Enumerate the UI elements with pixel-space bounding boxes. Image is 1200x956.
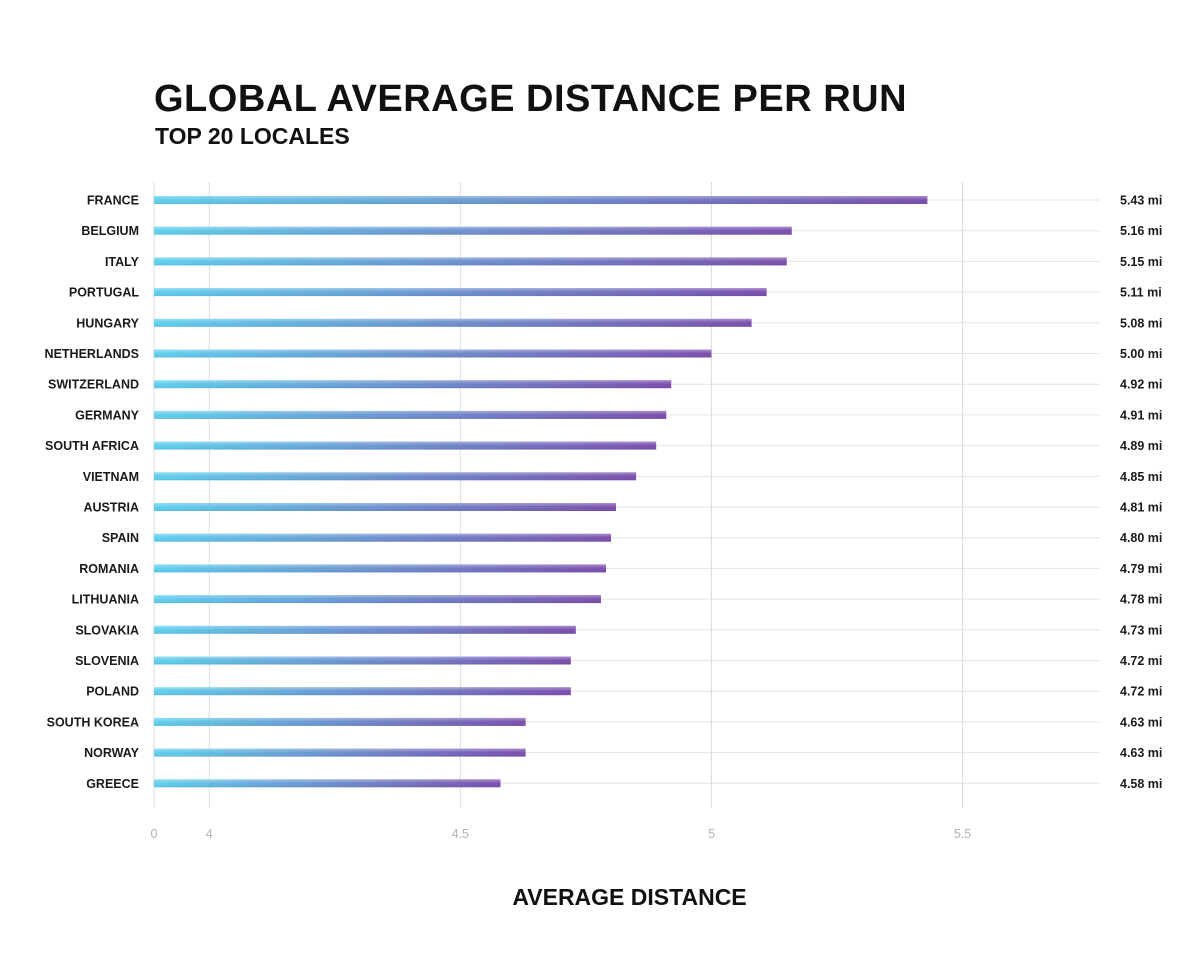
bar-highlight [154, 503, 617, 511]
value-label: 5.16 mi [1120, 224, 1162, 238]
bar-highlight [154, 717, 526, 726]
x-axis-ticks: 0 4 4.5 5 5.5 [151, 827, 972, 841]
value-label: 5.15 mi [1120, 255, 1162, 269]
value-label: 4.63 mi [1120, 746, 1162, 760]
bar-highlight [154, 318, 752, 327]
value-label: 5.00 mi [1120, 347, 1162, 361]
category-label: SLOVENIA [75, 654, 139, 668]
category-label: POLAND [86, 685, 139, 699]
bar-highlight [154, 595, 601, 604]
value-labels: 5.43 mi 5.16 mi 5.15 mi 5.11 mi 5.08 mi 5.00 … [1120, 194, 1162, 791]
value-label: 4.79 mi [1120, 562, 1162, 576]
x-tick-label: 0 [151, 827, 158, 841]
bar-highlight [154, 349, 712, 358]
bar-highlight [154, 779, 501, 788]
x-tick-label: 4.5 [452, 827, 469, 841]
bar-highlight [154, 472, 637, 481]
category-label: GERMANY [75, 408, 140, 422]
category-labels: FRANCE BELGIUM ITALY PORTUGAL HUNGARY NETHERL… [45, 194, 140, 791]
category-label: SLOVAKIA [75, 623, 139, 637]
bar-highlight [154, 656, 571, 665]
value-label: 4.80 mi [1120, 531, 1162, 545]
gridlines [153, 182, 964, 808]
chart-subtitle: TOP 20 LOCALES [155, 123, 350, 149]
value-label: 4.72 mi [1120, 685, 1162, 699]
value-label: 4.85 mi [1120, 470, 1162, 484]
value-label: 5.11 mi [1120, 286, 1162, 300]
category-label: ROMANIA [79, 562, 139, 576]
bar-highlight [154, 533, 611, 542]
bar-highlight [154, 410, 667, 419]
category-label: NETHERLANDS [45, 347, 139, 361]
value-label: 5.08 mi [1120, 316, 1162, 330]
x-tick-label: 4 [206, 827, 213, 841]
category-label: FRANCE [87, 194, 139, 208]
category-label: NORWAY [84, 746, 140, 760]
category-label: SOUTH AFRICA [45, 439, 139, 453]
value-label: 4.63 mi [1120, 715, 1162, 729]
bar-highlight [154, 288, 767, 297]
value-label: 4.73 mi [1120, 623, 1162, 637]
x-tick-label: 5 [708, 827, 715, 841]
bar-highlight [154, 564, 606, 573]
category-label: SPAIN [102, 531, 139, 545]
bars [154, 196, 928, 788]
category-label: AUSTRIA [83, 501, 139, 515]
category-label: HUNGARY [76, 316, 139, 330]
chart-title: GLOBAL AVERAGE DISTANCE PER RUN [154, 78, 908, 120]
x-axis-title: AVERAGE DISTANCE [512, 884, 747, 910]
bar-highlight [154, 196, 928, 204]
bar-highlight [154, 748, 526, 757]
value-label: 4.72 mi [1120, 654, 1162, 668]
category-label: SWITZERLAND [48, 378, 139, 392]
category-label: BELGIUM [81, 224, 139, 238]
category-label: PORTUGAL [69, 286, 140, 300]
category-label: VIETNAM [83, 470, 139, 484]
value-label: 4.78 mi [1120, 593, 1162, 607]
bar-highlight [154, 441, 657, 450]
bar-highlight [154, 625, 576, 634]
category-label: LITHUANIA [72, 593, 139, 607]
x-tick-label: 5.5 [954, 827, 971, 841]
bar-highlight [154, 226, 792, 235]
bar-highlight [154, 257, 787, 266]
bar-highlight [154, 687, 571, 696]
value-label: 4.81 mi [1120, 501, 1162, 515]
category-label: SOUTH KOREA [47, 715, 139, 729]
row-guides [154, 199, 1100, 784]
value-label: 4.92 mi [1120, 378, 1162, 392]
value-label: 4.89 mi [1120, 439, 1162, 453]
value-label: 4.91 mi [1120, 408, 1162, 422]
category-label: ITALY [105, 255, 140, 269]
bar-highlight [154, 380, 672, 389]
value-label: 4.58 mi [1120, 777, 1162, 791]
category-label: GREECE [86, 777, 139, 791]
value-label: 5.43 mi [1120, 194, 1162, 208]
